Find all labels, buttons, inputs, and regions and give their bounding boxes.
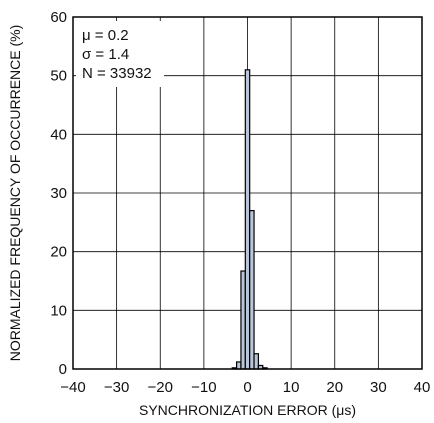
stat-annotation: σ = 1.4	[82, 46, 129, 63]
x-tick-label: 30	[370, 379, 387, 396]
x-tick-label: 0	[243, 379, 251, 396]
stat-annotation: μ = 0.2	[82, 27, 129, 44]
tick-labels: −40 −30 −20 −10 0 10 20 30 40 0 10 20 30 40 50 60	[50, 9, 430, 396]
y-tick-label: 50	[50, 68, 67, 85]
statistics-annotations: μ = 0.2 σ = 1.4 N = 33932	[82, 27, 152, 82]
x-tick-label: −40	[60, 379, 85, 396]
y-tick-label: 60	[50, 9, 67, 26]
histogram-bar	[244, 69, 251, 370]
histogram-bar	[240, 270, 246, 370]
histogram-bar	[235, 361, 242, 370]
x-tick-label: 40	[414, 379, 431, 396]
y-tick-label: 10	[50, 302, 67, 319]
x-tick-label: 10	[283, 379, 300, 396]
x-tick-label: −30	[104, 379, 129, 396]
y-tick-label: 20	[50, 244, 67, 261]
x-tick-label: 20	[326, 379, 343, 396]
statistics-box	[76, 21, 164, 87]
y-axis-title: NORMALIZED FREQUENCY OF OCCURRENCE (%)	[7, 25, 23, 362]
histogram-bar	[253, 353, 260, 370]
x-tick-label: −10	[191, 379, 216, 396]
y-tick-label: 40	[50, 126, 67, 143]
histogram-bar	[249, 210, 255, 370]
histogram-bars	[231, 69, 268, 370]
y-tick-label: 30	[50, 185, 67, 202]
plot-frame	[72, 16, 423, 370]
y-tick-label: 0	[59, 361, 67, 378]
stat-annotation: N = 33932	[82, 65, 152, 82]
x-axis-title: SYNCHRONIZATION ERROR (μs)	[139, 402, 356, 418]
x-tick-label: −20	[148, 379, 173, 396]
